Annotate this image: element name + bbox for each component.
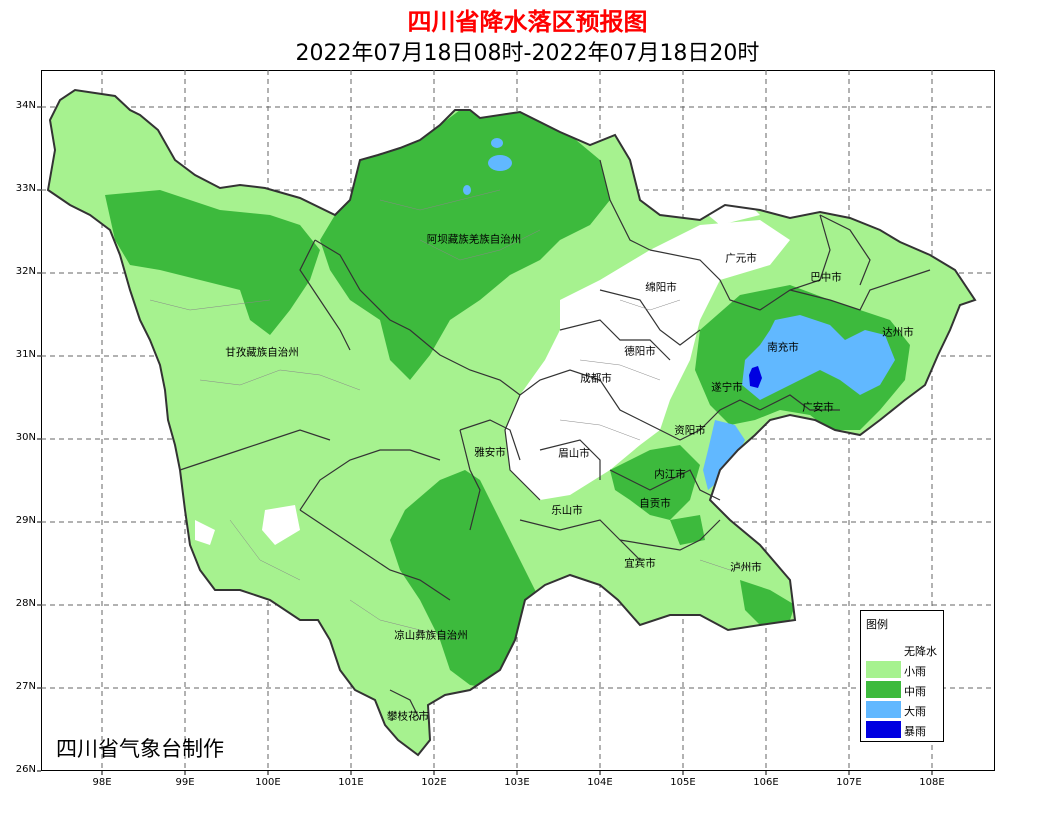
county-boundaries bbox=[149, 189, 761, 641]
city-label-deyang: 德阳市 bbox=[624, 345, 656, 358]
x-tick-101e: 101E bbox=[338, 777, 364, 788]
x-tick-108e: 108E bbox=[919, 777, 945, 788]
x-tick-104e: 104E bbox=[587, 777, 613, 788]
credit-text: 四川省气象台制作 bbox=[56, 737, 224, 761]
city-label-guangyuan: 广元市 bbox=[725, 252, 757, 265]
legend-item-moderate-rain: 中雨 bbox=[866, 680, 942, 698]
legend-swatch bbox=[866, 641, 901, 658]
city-boundaries bbox=[179, 159, 931, 721]
y-tick-33n: 33N bbox=[15, 183, 36, 194]
x-tick-106e: 106E bbox=[753, 777, 779, 788]
y-tick-30n: 30N bbox=[15, 432, 36, 443]
city-label-neijiang: 内江市 bbox=[654, 468, 686, 481]
map-title: 四川省降水落区预报图 bbox=[407, 8, 648, 36]
city-label-yibin: 宜宾市 bbox=[624, 557, 656, 570]
map-subtitle: 2022年07月18日08时-2022年07月18日20时 bbox=[295, 41, 760, 66]
city-label-ganzi: 甘孜藏族自治州 bbox=[225, 346, 299, 359]
city-label-guangan: 广安市 bbox=[802, 401, 834, 414]
rainstorm-areas bbox=[749, 366, 762, 388]
legend-swatch bbox=[866, 661, 901, 678]
legend-item-light-rain: 小雨 bbox=[866, 660, 942, 678]
legend-label: 小雨 bbox=[904, 665, 926, 678]
city-label-suining: 遂宁市 bbox=[711, 381, 743, 394]
heavy-rain-areas bbox=[463, 138, 895, 490]
legend-label: 暴雨 bbox=[904, 725, 926, 738]
city-label-chengdu: 成都市 bbox=[580, 372, 612, 385]
x-tick-103e: 103E bbox=[504, 777, 530, 788]
city-label-yaan: 雅安市 bbox=[474, 446, 506, 459]
city-label-zigong: 自贡市 bbox=[639, 497, 671, 510]
city-label-panzhihua: 攀枝花市 bbox=[387, 710, 429, 723]
legend-label: 大雨 bbox=[904, 705, 926, 718]
legend-item-rainstorm: 暴雨 bbox=[866, 720, 942, 738]
x-tick-107e: 107E bbox=[836, 777, 862, 788]
x-tick-100e: 100E bbox=[255, 777, 281, 788]
y-tick-31n: 31N bbox=[15, 349, 36, 360]
y-tick-27n: 27N bbox=[15, 681, 36, 692]
province-boundary bbox=[46, 88, 977, 757]
x-tick-105e: 105E bbox=[670, 777, 696, 788]
city-label-liangshan: 凉山彝族自治州 bbox=[394, 629, 468, 642]
city-label-ziyang: 资阳市 bbox=[674, 424, 706, 437]
city-label-meishan: 眉山市 bbox=[558, 447, 590, 460]
tick-marks bbox=[37, 106, 933, 775]
legend-swatch bbox=[866, 701, 901, 718]
legend-title: 图例 bbox=[866, 618, 888, 631]
y-tick-34n: 34N bbox=[15, 100, 36, 111]
city-label-nanchong: 南充市 bbox=[767, 341, 799, 354]
y-tick-32n: 32N bbox=[15, 266, 36, 277]
city-label-bazhong: 巴中市 bbox=[810, 271, 842, 284]
x-tick-98e: 98E bbox=[92, 777, 112, 788]
legend-swatch bbox=[866, 681, 901, 698]
x-tick-102e: 102E bbox=[421, 777, 447, 788]
city-label-mianyang: 绵阳市 bbox=[645, 281, 677, 294]
x-tick-99e: 99E bbox=[175, 777, 195, 788]
legend-item-heavy-rain: 大雨 bbox=[866, 700, 942, 718]
legend-item-no-rain: 无降水 bbox=[866, 640, 942, 658]
city-label-leshan: 乐山市 bbox=[551, 504, 583, 517]
city-label-dazhou: 达州市 bbox=[882, 326, 914, 339]
city-label-luzhou: 泸州市 bbox=[730, 561, 762, 574]
legend-label: 中雨 bbox=[904, 685, 926, 698]
moderate-rain-areas bbox=[105, 110, 910, 690]
legend-swatch bbox=[866, 721, 901, 738]
precipitation-layer bbox=[48, 90, 975, 755]
map-legend: 图例 无降水 小雨 中雨 大雨 暴雨 bbox=[860, 610, 944, 742]
y-tick-28n: 28N bbox=[15, 598, 36, 609]
y-tick-26n: 26N bbox=[15, 764, 36, 775]
city-label-aba: 阿坝藏族羌族自治州 bbox=[426, 233, 522, 246]
y-tick-29n: 29N bbox=[15, 515, 36, 526]
legend-label: 无降水 bbox=[904, 645, 937, 658]
